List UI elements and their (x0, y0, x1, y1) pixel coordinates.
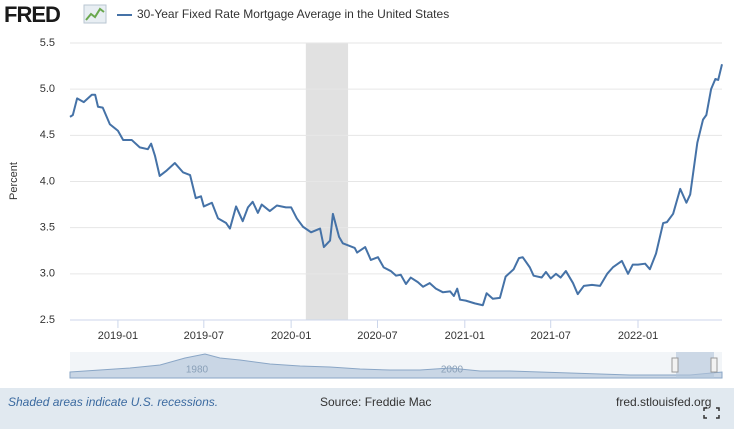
navigator-handle[interactable] (710, 357, 718, 373)
logo-spark (85, 7, 105, 21)
x-tick-label: 2022-01 (618, 330, 658, 342)
y-tick-label: 3.0 (40, 268, 55, 280)
navigator-handle[interactable] (671, 357, 679, 373)
x-tick-label: 2021-01 (445, 330, 485, 342)
source: Source: Freddie Mac (320, 395, 431, 409)
legend-label[interactable]: 30-Year Fixed Rate Mortgage Average in t… (137, 7, 449, 21)
grid-layer: 2.5 3.0 3.5 4.0 4.5 5.0 5.5 2019-01 2019-07 2020-… (40, 37, 722, 342)
y-axis-label: Percent (8, 162, 20, 200)
footer-bg (0, 388, 734, 429)
logo-icon (83, 4, 107, 24)
x-tick-label: 2019-07 (184, 330, 224, 342)
x-tick-label: 2020-07 (357, 330, 397, 342)
recession-note: Shaded areas indicate U.S. recessions. (8, 395, 218, 409)
fred-logo: FRED (4, 2, 60, 27)
line-layer (69, 64, 723, 307)
logo-box (83, 4, 107, 24)
x-tick-label: 2019-01 (98, 330, 138, 342)
navigator-label: 2000 (441, 365, 464, 376)
y-tick-label: 5.5 (40, 37, 55, 49)
x-tick-label: 2021-07 (531, 330, 571, 342)
y-tick-label: 2.5 (40, 314, 55, 326)
y-tick-label: 4.5 (40, 129, 55, 141)
navigator-window[interactable] (676, 352, 714, 378)
navigator[interactable]: 1980 2000 (69, 352, 723, 379)
y-tick-label: 3.5 (40, 222, 55, 234)
fullscreen-icon[interactable] (703, 407, 720, 419)
y-tick-label: 5.0 (40, 83, 55, 95)
x-tick-label: 2020-01 (271, 330, 311, 342)
site-link[interactable]: fred.stlouisfed.org (616, 395, 711, 409)
series-line (69, 64, 723, 307)
fullscreen-glyph (703, 407, 720, 419)
y-tick-label: 4.0 (40, 175, 55, 187)
navigator-label: 1980 (186, 365, 209, 376)
